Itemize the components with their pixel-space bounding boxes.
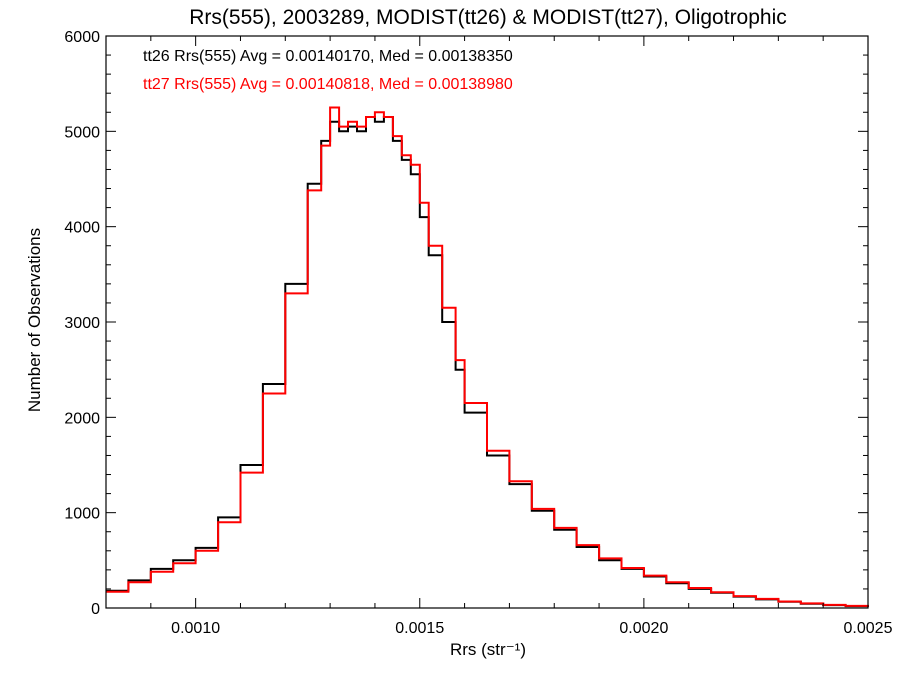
y-tick-label: 6000 (64, 29, 100, 46)
legend-entry-tt27: tt27 Rrs(555) Avg = 0.00140818, Med = 0.… (143, 76, 513, 93)
chart-title: Rrs(555), 2003289, MODIST(tt26) & MODIST… (189, 6, 787, 29)
x-tick-label: 0.0020 (619, 620, 668, 637)
y-tick-label: 1000 (64, 506, 100, 523)
x-tick-label: 0.0010 (171, 620, 220, 637)
y-tick-label: 4000 (64, 220, 100, 237)
y-tick-label: 3000 (64, 315, 100, 332)
y-tick-label: 5000 (64, 124, 100, 141)
y-tick-label: 2000 (64, 410, 100, 427)
y-axis-label: Number of Observations (25, 228, 44, 412)
x-axis-label: Rrs (str⁻¹) (450, 640, 526, 659)
legend: tt26 Rrs(555) Avg = 0.00140170, Med = 0.… (143, 48, 513, 93)
series-tt26-line (106, 116, 869, 608)
plot-series (106, 106, 869, 608)
x-tick-label: 0.0025 (844, 620, 893, 637)
series-tt27-line (106, 106, 869, 607)
legend-entry-tt26: tt26 Rrs(555) Avg = 0.00140170, Med = 0.… (143, 48, 513, 65)
x-axis: 0.0010 0.0015 0.0020 0.0025 (105, 36, 893, 637)
y-tick-label: 0 (91, 601, 100, 618)
y-axis: 0 1000 2000 3000 4000 5000 6000 (64, 29, 868, 618)
x-tick-label: 0.0015 (395, 620, 444, 637)
